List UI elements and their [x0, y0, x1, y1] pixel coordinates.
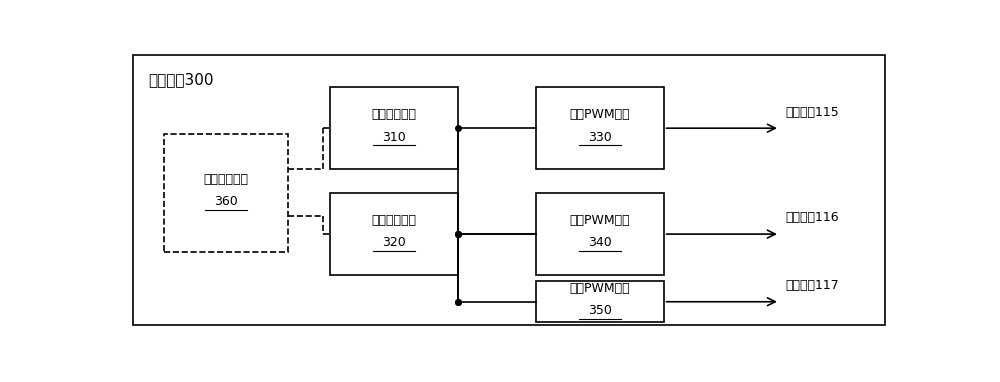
Text: 320: 320	[382, 236, 406, 249]
Text: 第三开关117: 第三开关117	[785, 279, 839, 292]
Text: 相位控制模块: 相位控制模块	[372, 214, 417, 227]
Text: 340: 340	[588, 236, 612, 249]
Text: 310: 310	[382, 131, 406, 144]
Text: 330: 330	[588, 131, 612, 144]
Text: 第二开关116: 第二开关116	[785, 211, 839, 224]
Text: 第一PWM模块: 第一PWM模块	[569, 108, 630, 121]
Bar	[536, 193, 664, 275]
Bar	[536, 281, 664, 322]
Text: 第二PWM模块: 第二PWM模块	[569, 214, 630, 227]
Text: 控制电路300: 控制电路300	[148, 72, 214, 87]
Bar	[330, 87, 458, 169]
Text: 360: 360	[214, 195, 238, 208]
Bar	[536, 87, 664, 169]
Bar	[164, 134, 288, 252]
Text: 电流检测模块: 电流检测模块	[203, 173, 248, 186]
Text: 第三PWM模块: 第三PWM模块	[569, 282, 630, 295]
Bar	[330, 193, 458, 275]
Text: 第一开关115: 第一开关115	[785, 105, 839, 118]
Text: 故障控制模块: 故障控制模块	[372, 108, 417, 121]
Text: 350: 350	[588, 304, 612, 317]
